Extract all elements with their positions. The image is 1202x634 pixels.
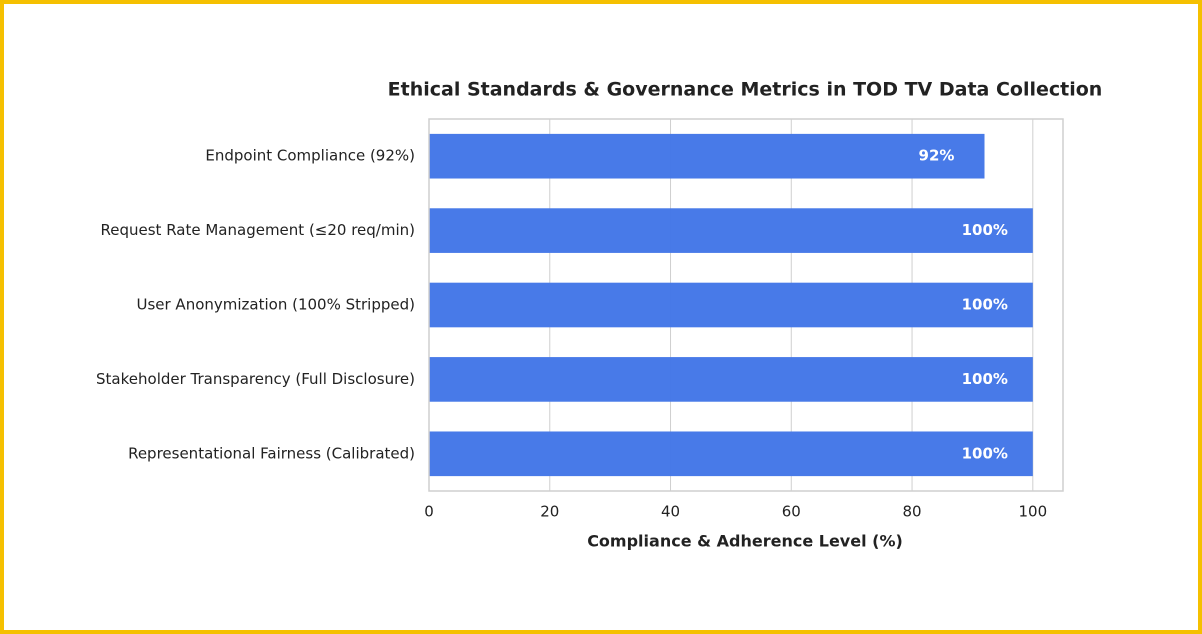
- plot-frame: [428, 118, 1064, 492]
- y-tick-label: Request Rate Management (≤20 req/min): [101, 221, 416, 239]
- x-tick-label: 40: [661, 503, 680, 521]
- y-tick-label: Stakeholder Transparency (Full Disclosur…: [96, 370, 415, 388]
- y-tick-label: Endpoint Compliance (92%): [205, 147, 415, 165]
- x-tick-label: 80: [903, 503, 922, 521]
- bar: [429, 357, 1033, 402]
- value-label: 100%: [962, 296, 1008, 314]
- value-label: 92%: [919, 147, 955, 165]
- x-tick-label: 20: [540, 503, 559, 521]
- chart-title: Ethical Standards & Governance Metrics i…: [388, 79, 1103, 101]
- x-tick-label: 100: [1018, 503, 1047, 521]
- bar: [429, 208, 1033, 253]
- x-tick-label: 0: [424, 503, 434, 521]
- x-axis-label: Compliance & Adherence Level (%): [587, 532, 903, 551]
- x-tick-label: 60: [782, 503, 801, 521]
- y-tick-label: User Anonymization (100% Stripped): [136, 296, 415, 314]
- value-label: 100%: [962, 444, 1008, 462]
- bar: [429, 431, 1033, 477]
- bar: [429, 133, 985, 179]
- value-label: 100%: [962, 370, 1008, 388]
- bar: [429, 282, 1033, 328]
- value-label: 100%: [962, 221, 1008, 239]
- y-tick-label: Representational Fairness (Calibrated): [128, 444, 415, 462]
